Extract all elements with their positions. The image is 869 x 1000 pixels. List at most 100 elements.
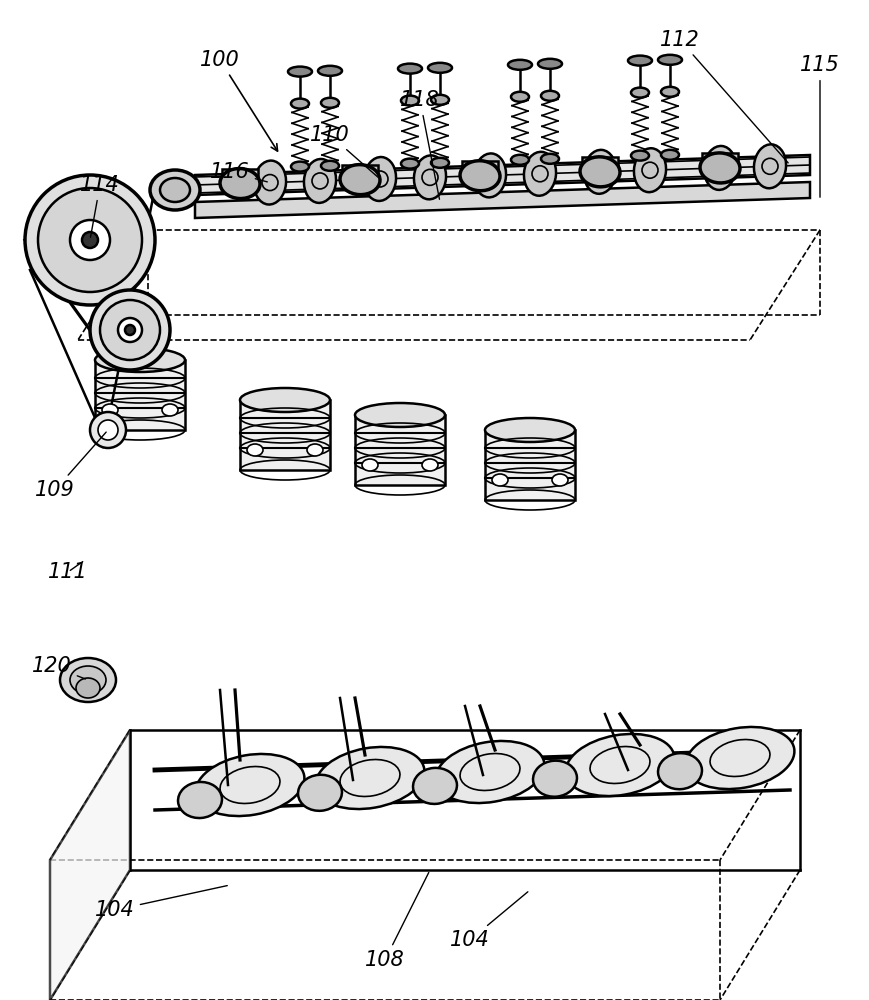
- Ellipse shape: [220, 169, 260, 199]
- Ellipse shape: [541, 91, 559, 101]
- Ellipse shape: [162, 404, 178, 416]
- Ellipse shape: [537, 59, 561, 69]
- Ellipse shape: [25, 175, 155, 305]
- Ellipse shape: [125, 325, 135, 335]
- Ellipse shape: [321, 161, 339, 171]
- Bar: [222, 169, 258, 189]
- Ellipse shape: [315, 747, 424, 809]
- Ellipse shape: [288, 67, 312, 77]
- Ellipse shape: [340, 165, 380, 195]
- Ellipse shape: [657, 55, 681, 65]
- Ellipse shape: [298, 775, 342, 811]
- Text: 104: 104: [95, 886, 227, 920]
- Ellipse shape: [630, 151, 648, 161]
- Ellipse shape: [60, 658, 116, 702]
- Ellipse shape: [149, 170, 200, 210]
- Ellipse shape: [70, 666, 106, 694]
- Ellipse shape: [118, 318, 142, 342]
- Ellipse shape: [700, 153, 740, 183]
- Text: 108: 108: [365, 872, 428, 970]
- Ellipse shape: [413, 768, 456, 804]
- Bar: [240, 400, 329, 470]
- Ellipse shape: [401, 159, 419, 169]
- Ellipse shape: [660, 87, 678, 97]
- Ellipse shape: [430, 158, 448, 168]
- Text: 116: 116: [210, 162, 267, 182]
- Ellipse shape: [355, 403, 444, 427]
- Ellipse shape: [95, 348, 185, 372]
- Bar: [355, 415, 444, 485]
- Ellipse shape: [247, 444, 262, 456]
- Text: 112: 112: [660, 30, 787, 163]
- Ellipse shape: [160, 178, 189, 202]
- Ellipse shape: [414, 155, 446, 199]
- Ellipse shape: [660, 150, 678, 160]
- Ellipse shape: [421, 459, 437, 471]
- Text: 120: 120: [32, 656, 85, 679]
- Polygon shape: [50, 730, 129, 1000]
- Ellipse shape: [580, 157, 620, 187]
- Ellipse shape: [657, 753, 701, 789]
- Ellipse shape: [703, 146, 735, 190]
- Ellipse shape: [90, 412, 126, 448]
- Ellipse shape: [523, 152, 555, 196]
- Ellipse shape: [474, 153, 506, 197]
- Bar: [461, 161, 497, 181]
- Ellipse shape: [321, 98, 339, 108]
- Ellipse shape: [634, 148, 666, 192]
- Ellipse shape: [290, 162, 308, 172]
- Ellipse shape: [507, 60, 531, 70]
- Ellipse shape: [492, 474, 507, 486]
- Text: 118: 118: [400, 90, 440, 199]
- Ellipse shape: [90, 290, 169, 370]
- Ellipse shape: [307, 444, 322, 456]
- Ellipse shape: [362, 459, 377, 471]
- Text: 114: 114: [80, 175, 120, 237]
- Ellipse shape: [541, 154, 559, 164]
- Ellipse shape: [685, 727, 793, 789]
- Ellipse shape: [753, 144, 786, 188]
- Ellipse shape: [565, 734, 673, 796]
- Ellipse shape: [630, 88, 648, 98]
- Ellipse shape: [76, 678, 100, 698]
- Ellipse shape: [428, 63, 452, 73]
- Ellipse shape: [196, 754, 304, 816]
- Ellipse shape: [98, 420, 118, 440]
- Polygon shape: [195, 182, 809, 218]
- Ellipse shape: [533, 761, 576, 797]
- Ellipse shape: [240, 388, 329, 412]
- Bar: [701, 153, 737, 173]
- Ellipse shape: [102, 404, 118, 416]
- Ellipse shape: [178, 782, 222, 818]
- Ellipse shape: [303, 159, 335, 203]
- Ellipse shape: [38, 188, 142, 292]
- Ellipse shape: [484, 418, 574, 442]
- Ellipse shape: [100, 300, 160, 360]
- Bar: [342, 165, 377, 185]
- Ellipse shape: [290, 99, 308, 109]
- Ellipse shape: [363, 157, 395, 201]
- Ellipse shape: [460, 161, 500, 191]
- Ellipse shape: [510, 155, 528, 165]
- Ellipse shape: [551, 474, 567, 486]
- Text: 111: 111: [48, 562, 88, 582]
- Ellipse shape: [430, 95, 448, 105]
- Ellipse shape: [254, 161, 286, 205]
- Ellipse shape: [583, 150, 615, 194]
- Ellipse shape: [397, 64, 421, 74]
- Text: 109: 109: [35, 432, 106, 500]
- Text: 104: 104: [449, 892, 527, 950]
- Text: 110: 110: [309, 125, 377, 177]
- Bar: [581, 157, 617, 177]
- Ellipse shape: [435, 741, 544, 803]
- Ellipse shape: [82, 232, 98, 248]
- Ellipse shape: [627, 56, 651, 66]
- Polygon shape: [195, 155, 809, 195]
- Ellipse shape: [510, 92, 528, 102]
- Bar: [95, 360, 185, 430]
- Bar: [484, 430, 574, 500]
- Ellipse shape: [318, 66, 342, 76]
- Ellipse shape: [70, 220, 109, 260]
- Ellipse shape: [401, 96, 419, 106]
- Text: 100: 100: [200, 50, 277, 151]
